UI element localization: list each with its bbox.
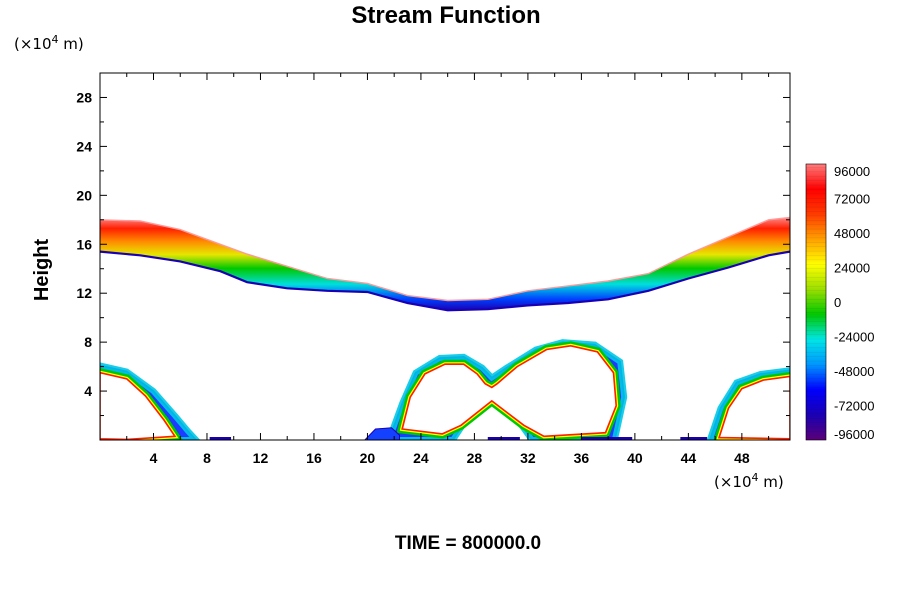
y-tick-label: 8: [84, 334, 92, 350]
upper-band-high-edge: [100, 216, 790, 302]
x-tick-label: 24: [413, 450, 429, 466]
colorbar-frame: [805, 163, 827, 441]
upper-band-low-edge: [100, 250, 790, 312]
x-axis-unit: (×104 m): [714, 471, 784, 491]
contour-field: [100, 216, 790, 440]
x-tick-label: 36: [574, 450, 590, 466]
lower-cell-core-1: [100, 371, 177, 440]
colorbar-tick-label: -48000: [834, 364, 874, 379]
x-tick-label: 12: [253, 450, 269, 466]
colorbar-tick-label: -72000: [834, 399, 874, 414]
y-tick-label: 12: [76, 285, 92, 301]
colorbar-tick-label: -24000: [834, 330, 874, 345]
x-tick-label: 44: [681, 450, 697, 466]
plot-frame: [99, 72, 791, 441]
floor-speck-3: [581, 437, 633, 440]
lower-cell-cyan-3: [706, 367, 790, 440]
colorbar-tick-label: 72000: [834, 192, 870, 207]
y-axis-unit: (×104 m): [14, 33, 84, 53]
colorbar-tick-label: 96000: [834, 164, 870, 179]
x-tick-label: 32: [520, 450, 536, 466]
x-tick-label: 20: [360, 450, 376, 466]
y-tick-label: 24: [76, 138, 92, 154]
colorbar-tick-label: 0: [834, 295, 841, 310]
colorbar-tick-label: 48000: [834, 226, 870, 241]
lower-cell-core-3: [718, 375, 790, 440]
y-tick-label: 28: [76, 89, 92, 105]
colorbar: 96000 72000 48000 24000 0 -24000 -48000 -72000 -…: [805, 163, 874, 442]
x-tick-label: 8: [203, 450, 211, 466]
floor-speck-4: [680, 437, 708, 440]
upper-stream-band: [100, 217, 790, 311]
small-blue-patch: [364, 427, 400, 440]
x-tick-label: 16: [306, 450, 322, 466]
time-label: TIME = 800000.0: [395, 533, 541, 554]
colorbar-levels: [806, 164, 826, 440]
x-tick-label: 40: [627, 450, 643, 466]
lower-cell-cyan-1: [100, 362, 201, 440]
chart-title: Stream Function: [351, 2, 540, 29]
y-tick-label: 16: [76, 236, 92, 252]
floor-speck-2: [487, 437, 520, 440]
lower-cell-core-2: [401, 344, 618, 438]
floor-speck-1: [209, 437, 232, 440]
x-tick-label: 4: [150, 450, 158, 466]
colorbar-tick-label: -96000: [834, 427, 874, 442]
y-tick-label: 4: [84, 383, 92, 399]
y-axis-label: Height: [31, 239, 53, 302]
x-tick-label: 48: [734, 450, 750, 466]
x-tick-label: 28: [467, 450, 483, 466]
y-tick-label: 20: [76, 187, 92, 203]
colorbar-tick-label: 24000: [834, 261, 870, 276]
